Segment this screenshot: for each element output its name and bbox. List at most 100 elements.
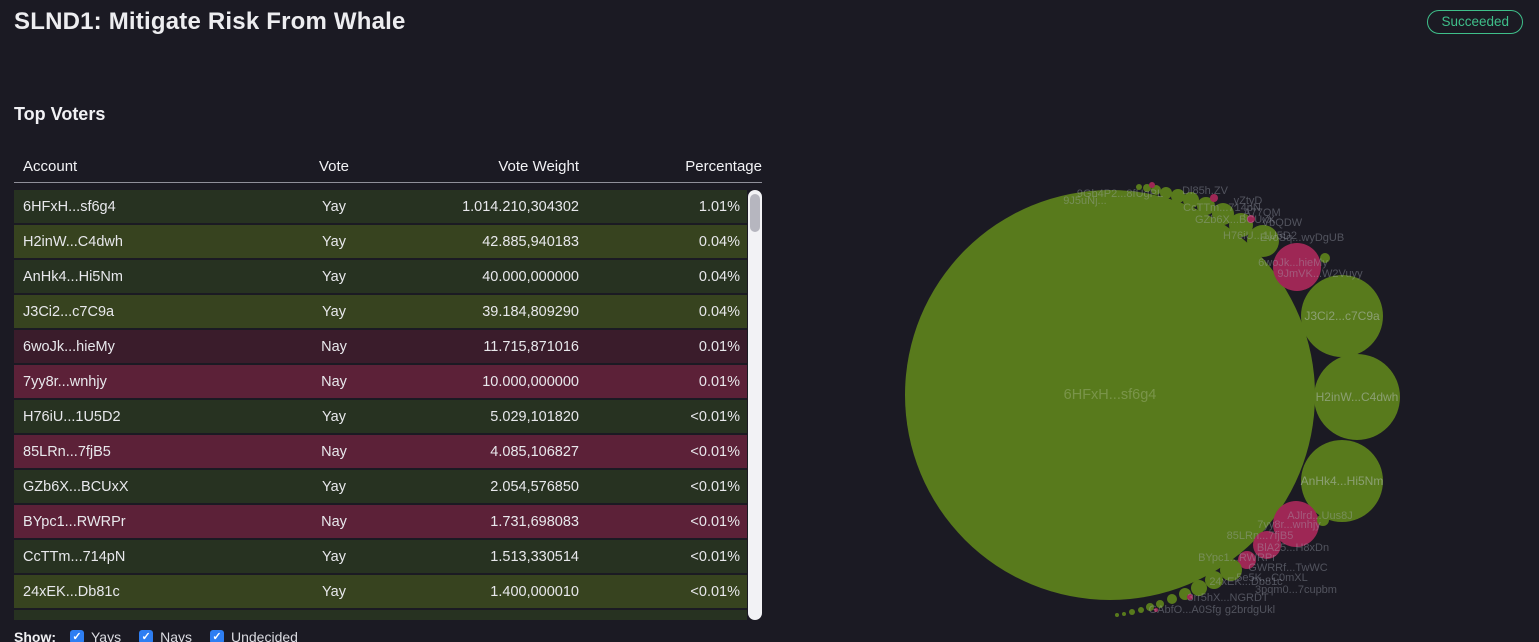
voters-table-body[interactable]: 6HFxH...sf6g4 Yay 1.014.210,304302 1.01% H2i…	[14, 190, 762, 620]
voter-vote: Yay	[322, 548, 346, 565]
voter-vote: Yay	[322, 583, 346, 600]
bubble-overlay-label: H76iU...1U5D2	[1223, 230, 1297, 242]
voter-percentage: <0.01%	[690, 408, 740, 425]
vote-bubble[interactable]	[1171, 189, 1185, 203]
voter-account: 24xEK...Db81c	[23, 583, 120, 600]
vote-bubble[interactable]	[1143, 184, 1151, 192]
vote-bubble[interactable]	[1115, 613, 1119, 617]
vote-bubble[interactable]	[1136, 184, 1142, 190]
checkbox-nays[interactable]: ✓	[139, 630, 154, 642]
bubble-overlay-label: AJlrd...Uus8J	[1287, 510, 1352, 522]
voter-vote: Yay	[322, 478, 346, 495]
vote-bubble[interactable]	[1205, 571, 1223, 589]
voter-vote: Yay	[322, 233, 346, 250]
voter-vote-weight: 5.029,101820	[490, 408, 579, 425]
vote-bubble[interactable]	[1183, 192, 1199, 208]
bubble-overlay-label: GAbfO...A0Sfg	[1149, 604, 1222, 616]
voter-account: J3Ci2...c7C9a	[23, 303, 115, 320]
voter-vote: Yay	[322, 408, 346, 425]
checkbox-undecided[interactable]: ✓	[210, 630, 224, 642]
voter-account: 6HFxH...sf6g4	[23, 198, 116, 215]
checkbox-label: Undecided	[231, 629, 298, 642]
vote-bubble[interactable]	[1197, 197, 1215, 215]
vote-bubble[interactable]	[1154, 608, 1158, 612]
vote-bubble[interactable]	[1320, 253, 1330, 263]
bubble-overlay-label: 85LRn...7fjB5	[1227, 530, 1294, 542]
bubble-label: AnHk4...Hi5Nm	[1301, 474, 1384, 488]
bubble-overlay-label: 9Gb4P2...8fUgPL	[1077, 188, 1163, 200]
bubble-label: H2inW...C4dwh	[1316, 390, 1399, 404]
bubble-overlay-label: 3pqm0...7cupbm	[1255, 584, 1337, 596]
vote-bubble[interactable]	[1247, 215, 1255, 223]
bubble-overlay-label: yZtyD	[1234, 195, 1263, 207]
vote-bubble[interactable]	[1146, 603, 1154, 611]
voter-account: BYpc1...RWRPr	[23, 513, 126, 530]
bubble-label: 6HFxH...sf6g4	[1064, 387, 1157, 403]
voter-row: 6HFxH...sf6g4 Yay 1.014.210,304302 1.01%	[14, 190, 747, 223]
vote-bubble-J3Ci2...c7C9a[interactable]	[1301, 275, 1383, 357]
vote-bubble-H2inW...C4dwh[interactable]	[1314, 354, 1400, 440]
vote-bubble-BYpc1...RWRPr[interactable]	[1238, 551, 1256, 569]
filter-nays[interactable]: ✓ Nays	[139, 629, 192, 642]
voter-row: 85LRn...7fjB5 Nay 4.085,106827 <0.01%	[14, 435, 747, 468]
voter-account: AnHk4...Hi5Nm	[23, 268, 123, 285]
vote-bubble-7yy8r...wnhjy[interactable]	[1273, 501, 1319, 547]
vote-bubble[interactable]	[1210, 194, 1218, 202]
page-title: SLND1: Mitigate Risk From Whale	[14, 8, 406, 35]
table-scrollbar[interactable]	[748, 190, 762, 620]
vote-bubble[interactable]	[1212, 203, 1234, 225]
bubble-overlay-label: VbQDW	[1262, 217, 1303, 229]
voter-percentage: 0.04%	[698, 303, 740, 320]
checkbox-yays[interactable]: ✓	[70, 630, 84, 642]
bubble-overlay-label: g2brdgUkl	[1225, 604, 1275, 616]
voter-percentage: 1.01%	[698, 198, 740, 215]
voter-row	[14, 610, 747, 620]
voter-percentage: <0.01%	[690, 548, 740, 565]
voter-account: H2inW...C4dwh	[23, 233, 123, 250]
column-header-percentage: Percentage	[685, 157, 762, 175]
vote-bubble[interactable]	[1160, 187, 1172, 199]
vote-bubble[interactable]	[1191, 580, 1207, 596]
filter-undecided[interactable]: ✓ Undecided	[210, 629, 298, 642]
bubble-overlay-label: GWRRf...TwWC	[1248, 562, 1327, 574]
vote-bubble[interactable]	[1220, 559, 1242, 581]
voter-account: CcTTm...714pN	[23, 548, 126, 565]
voter-vote-weight: 42.885,940183	[482, 233, 579, 250]
bubble-overlay-label: 3rr5hX...NGRDT	[1187, 592, 1269, 604]
voter-vote: Nay	[321, 513, 347, 530]
filter-yays[interactable]: ✓ Yays	[70, 629, 121, 642]
voter-row: AnHk4...Hi5Nm Yay 40.000,000000 0.04%	[14, 260, 747, 293]
voter-row: J3Ci2...c7C9a Yay 39.184,809290 0.04%	[14, 295, 747, 328]
vote-bubble-AnHk4...Hi5Nm[interactable]	[1301, 440, 1383, 522]
show-filters: Show: ✓ Yays ✓ Nays ✓ Undecided	[14, 626, 316, 642]
table-scrollbar-thumb[interactable]	[750, 194, 760, 232]
bubble-overlay-label: GZb6X...BCUxX	[1195, 214, 1276, 226]
voter-row: BYpc1...RWRPr Nay 1.731,698083 <0.01%	[14, 505, 747, 538]
column-header-vote-weight: Vote Weight	[498, 157, 579, 175]
vote-bubble[interactable]	[1156, 600, 1164, 608]
vote-bubble[interactable]	[1187, 594, 1193, 600]
vote-bubble[interactable]	[1149, 182, 1155, 188]
vote-bubble-85LRn...7fjB5[interactable]	[1253, 531, 1281, 559]
bubble-overlay-label: 6woJk...hieMy	[1258, 257, 1328, 269]
bubble-overlay-label: Dl85h.ZV	[1182, 185, 1229, 197]
vote-bubble-6HFxH...sf6g4[interactable]	[905, 190, 1315, 600]
voter-vote: Nay	[321, 338, 347, 355]
vote-bubble[interactable]	[1122, 612, 1126, 616]
voter-percentage: <0.01%	[690, 443, 740, 460]
vote-bubble-H76iU...1U5D2[interactable]	[1247, 225, 1279, 257]
voter-vote-weight: 11.715,871016	[483, 338, 579, 355]
voter-vote: Yay	[322, 198, 346, 215]
vote-bubble[interactable]	[1129, 609, 1135, 615]
voter-account: 85LRn...7fjB5	[23, 443, 111, 460]
voter-percentage: 0.04%	[698, 268, 740, 285]
voter-percentage: <0.01%	[690, 583, 740, 600]
voter-account: H76iU...1U5D2	[23, 408, 121, 425]
vote-bubble-6woJk...hieMy[interactable]	[1273, 243, 1321, 291]
vote-bubble[interactable]	[1167, 594, 1177, 604]
vote-bubble-AJlrd...Uus8J[interactable]	[1317, 514, 1329, 526]
bubble-label: J3Ci2...c7C9a	[1304, 309, 1380, 323]
vote-bubble[interactable]	[1138, 607, 1144, 613]
